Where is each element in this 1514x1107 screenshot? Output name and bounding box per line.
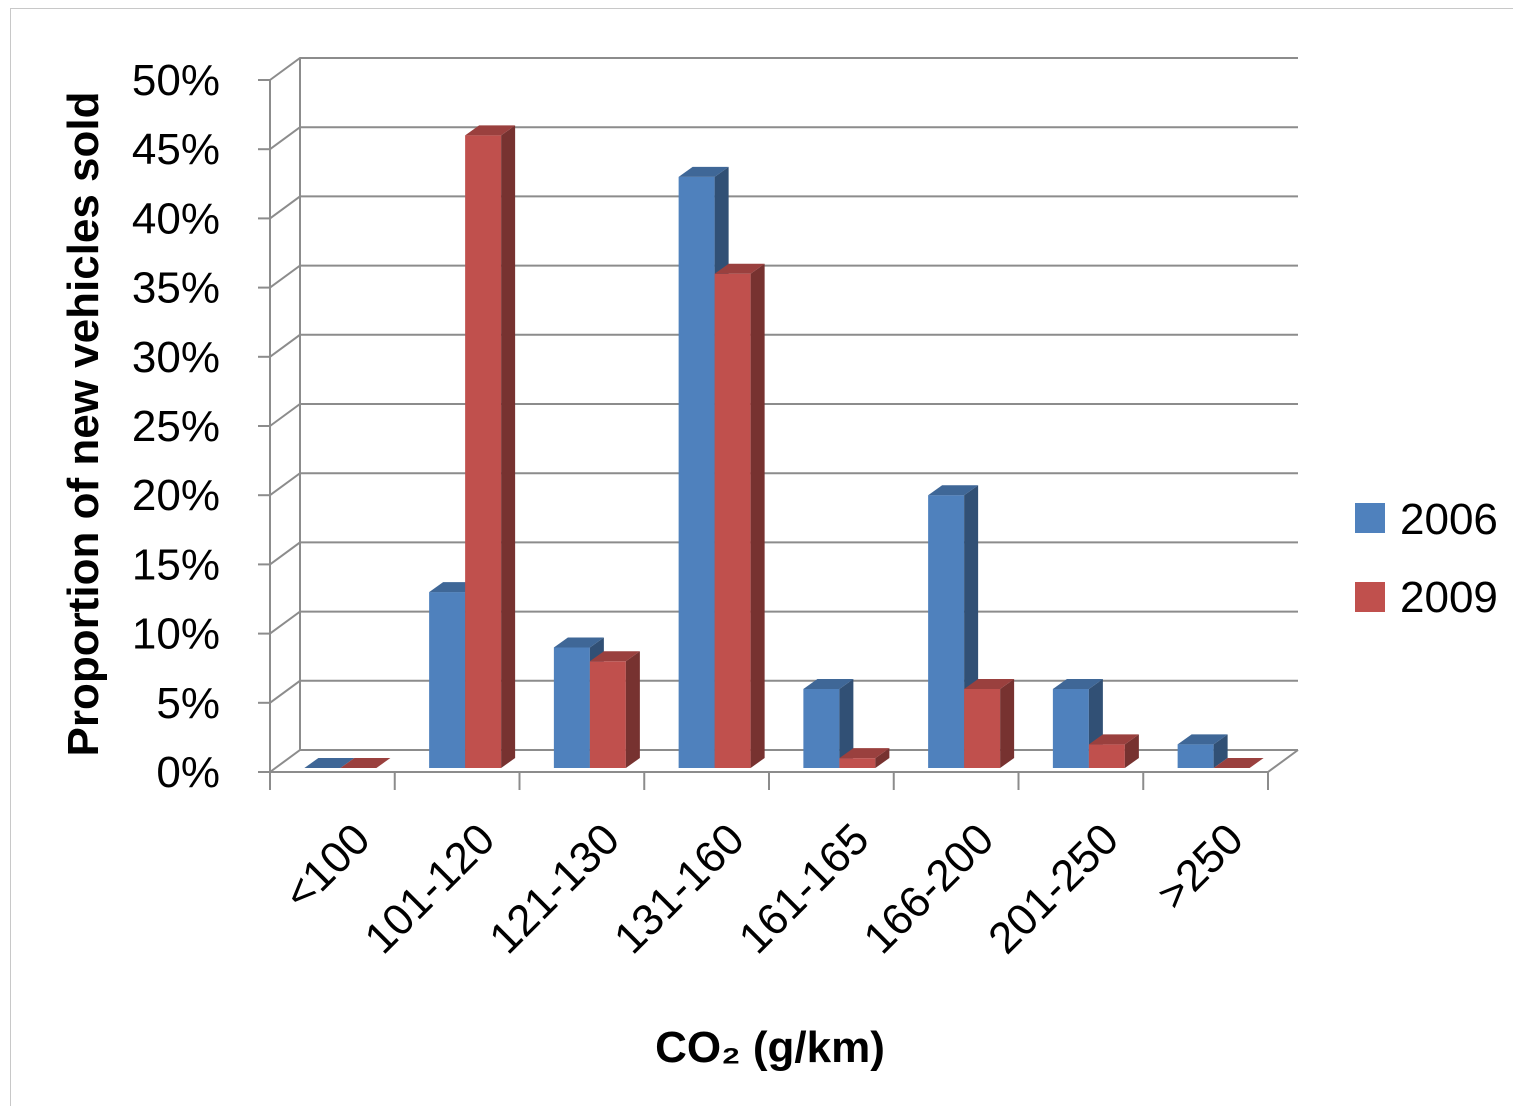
y-tick-label: 5% [156,679,220,728]
bar-2009->250 [1213,758,1264,768]
legend-swatch-2006 [1355,503,1385,533]
gridline [269,195,1298,220]
bar-2009-201-250 [1088,734,1139,768]
bar-2009-<100 [340,758,391,768]
bars [304,125,1264,769]
legend-label-2009: 2009 [1400,573,1498,622]
gridline [269,333,1298,358]
x-tick-labels: <100101-120121-130131-160161-165166-2002… [275,814,1253,963]
y-tick-label: 10% [132,610,220,659]
x-tick-label: 121-130 [480,814,629,963]
bar-2009-131-160 [714,263,765,768]
x-tick-label: >250 [1148,814,1253,919]
y-tick-label: 35% [132,264,220,313]
bar-2006-161-165 [803,678,854,768]
y-tick-label: 50% [132,56,220,105]
axes [258,58,1299,790]
x-tick-label: 131-160 [605,814,754,963]
x-tick-label: 161-165 [730,814,879,963]
bar-2009-166-200 [964,678,1015,768]
y-tick-label: 0% [156,748,220,797]
bar-2009-121-130 [589,651,640,768]
legend-swatch-2009 [1355,582,1385,612]
bar-2009-161-165 [839,748,890,768]
x-tick-label: <100 [275,814,380,919]
gridline [269,472,1298,497]
gridline [269,749,1298,773]
gridline [269,57,1298,81]
y-tick-label: 25% [132,402,220,451]
gridlines [269,57,1298,773]
bar-2006->250 [1177,734,1228,768]
y-tick-label: 30% [132,333,220,382]
chart-frame [10,8,1513,1106]
bar-2009-101-120 [465,125,516,769]
y-axis-title: Proportion of new vehicles sold [59,92,108,757]
y-tick-label: 15% [132,540,220,589]
legend-label-2006: 2006 [1400,495,1498,544]
y-tick-label: 45% [132,125,220,174]
gridline [269,541,1298,566]
y-tick-label: 20% [132,471,220,520]
gridline [269,610,1298,635]
gridline [269,126,1298,151]
y-tick-labels: 0% 5% 10% 15% 20% 25% 30% 35% 40% 45% 50% [132,56,220,797]
bar-2006-<100 [304,758,355,768]
chart-walls [269,58,1299,773]
gridline [269,264,1298,289]
gridline [269,679,1298,704]
x-axis-title: CO₂ (g/km) [655,1023,885,1072]
x-tick-label: 201-250 [979,814,1128,963]
x-tick-label: 166-200 [854,814,1003,963]
x-tick-label: 101-120 [355,814,504,963]
gridline [269,403,1298,427]
legend: 2006 2009 [1355,495,1498,622]
y-tick-label: 40% [132,194,220,243]
